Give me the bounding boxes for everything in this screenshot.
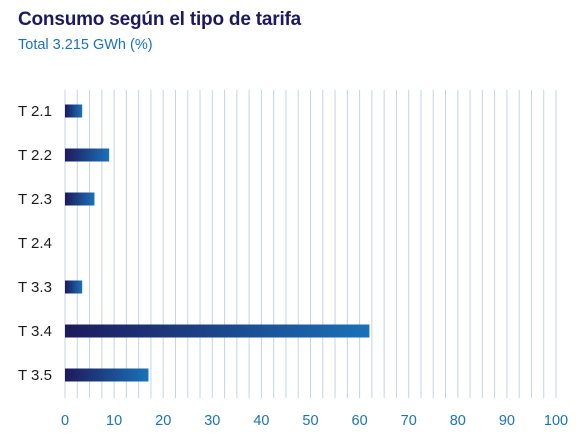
chart-subtitle: Total 3.215 GWh (%) [18,37,153,53]
bar [65,104,83,118]
x-tick-label: 100 [544,413,568,429]
category-label: T 3.5 [18,367,52,384]
category-label: T 3.3 [18,279,52,296]
x-tick-label: 30 [204,413,220,429]
category-label: T 3.4 [18,323,52,340]
x-tick-label: 50 [302,413,318,429]
category-labels: T 2.1 T 2.2 T 2.3 T 2.4 T 3.3 T 3.4 T 3.5 [18,103,52,384]
chart-title: Consumo según el tipo de tarifa [18,9,302,30]
category-label: T 2.4 [18,235,52,252]
category-label: T 2.2 [18,147,52,164]
bar [65,324,370,338]
bar [65,280,83,294]
x-tick-label: 40 [253,413,269,429]
x-tick-label: 80 [450,413,466,429]
x-tick-label: 20 [155,413,171,429]
bars [65,104,370,382]
grid-lines [64,90,557,398]
x-tick-label: 0 [61,413,69,429]
x-tick-label: 10 [106,413,122,429]
bar [65,148,110,162]
bar [65,368,149,382]
x-tick-label: 90 [499,413,515,429]
category-label: T 2.3 [18,191,52,208]
bar [65,192,95,206]
x-tick-label: 70 [401,413,417,429]
x-tick-label: 60 [352,413,368,429]
category-label: T 2.1 [18,103,52,120]
x-tick-labels: 0 10 20 30 40 50 60 70 80 90 100 [61,413,568,429]
